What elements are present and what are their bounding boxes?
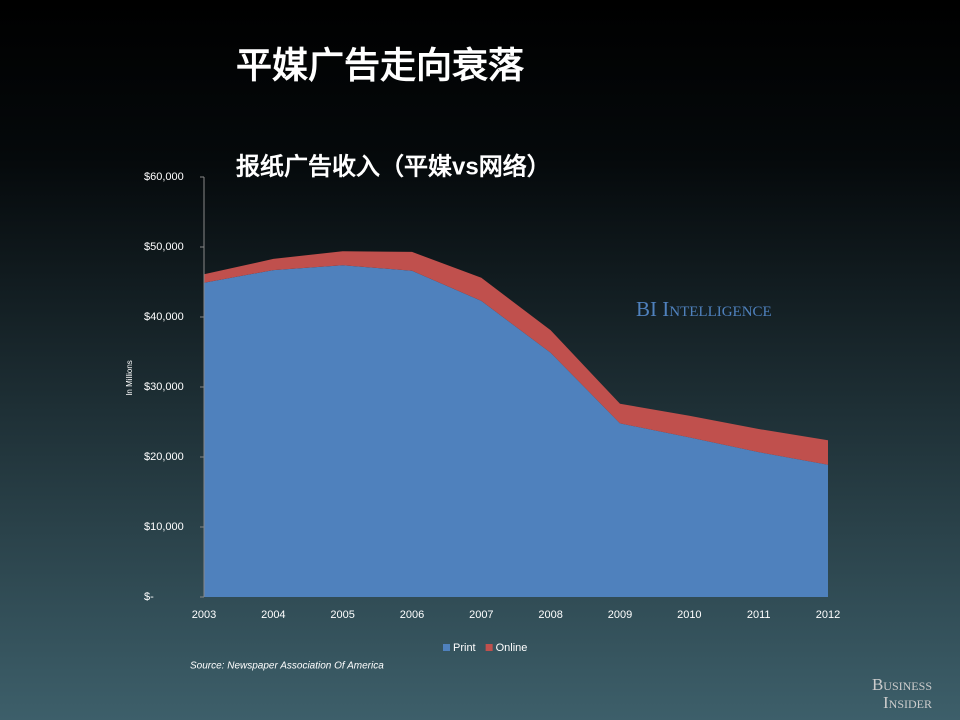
watermark: BI Intelligence [636, 297, 772, 321]
y-tick-label: $30,000 [144, 381, 184, 393]
x-tick-label: 2006 [400, 609, 424, 621]
y-tick-label: $40,000 [144, 311, 184, 323]
source: Source: Newspaper Association Of America [190, 661, 384, 672]
chart-title: 平媒广告走向衰落 [236, 45, 525, 86]
legend-label: Print [453, 642, 476, 654]
x-tick-label: 2009 [608, 609, 632, 621]
y-axis-label: In Millions [125, 360, 134, 396]
legend-swatch [443, 644, 450, 651]
y-tick-label: $- [144, 591, 154, 603]
x-tick-label: 2011 [747, 609, 771, 621]
x-tick-label: 2008 [538, 609, 562, 621]
x-tick-label: 2005 [330, 609, 354, 621]
area [204, 251, 828, 465]
x-tick-label: 2003 [192, 609, 216, 621]
x-tick-label: 2012 [816, 609, 840, 621]
area [204, 265, 828, 597]
logo-line: Business [872, 675, 932, 694]
legend-swatch [485, 644, 493, 651]
x-tick-label: 2007 [469, 609, 493, 621]
x-tick-label: 2004 [261, 609, 285, 621]
chart-subtitle: 报纸广告收入（平媒vs网络） [236, 152, 551, 180]
y-tick-label: $60,000 [144, 171, 184, 183]
y-tick-label: $20,000 [144, 451, 184, 463]
y-tick-label: $50,000 [144, 241, 184, 253]
logo-line: Insider [883, 693, 932, 712]
legend-label: Online [496, 642, 528, 654]
x-tick-label: 2010 [677, 609, 701, 621]
y-tick-label: $10,000 [144, 521, 184, 533]
